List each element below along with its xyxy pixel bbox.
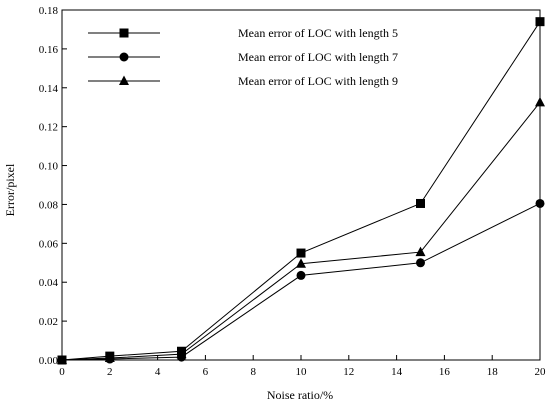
x-tick-label: 0 <box>59 366 65 378</box>
x-tick-label: 18 <box>487 366 499 378</box>
data-point-circle <box>416 258 425 268</box>
x-tick-label: 6 <box>203 366 209 378</box>
y-tick-label: 0.04 <box>39 277 59 289</box>
y-tick-label: 0.10 <box>39 161 59 173</box>
legend-marker-triangle <box>119 75 129 85</box>
legend-item: Mean error of LOC with length 9 <box>88 74 398 88</box>
y-tick-label: 0.14 <box>39 83 59 95</box>
data-point-triangle <box>57 354 67 364</box>
x-axis-label: Noise ratio/% <box>267 388 333 402</box>
x-tick-label: 10 <box>296 366 308 378</box>
series-triangle <box>57 96 545 364</box>
series-line-triangle <box>61 102 541 361</box>
legend-marker-circle <box>119 52 129 62</box>
legend-label: Mean error of LOC with length 9 <box>238 74 398 88</box>
y-tick-label: 0.18 <box>39 5 59 17</box>
x-tick-label: 2 <box>107 366 113 378</box>
series-line-circle <box>61 203 541 361</box>
legend-label: Mean error of LOC with length 5 <box>238 26 398 40</box>
x-tick-label: 20 <box>535 366 547 378</box>
data-point-square <box>535 17 545 27</box>
y-axis-label: Error/pixel <box>3 163 17 216</box>
legend-marker-square <box>119 28 129 38</box>
x-tick-label: 14 <box>391 366 403 378</box>
data-point-triangle <box>535 96 545 107</box>
y-tick-label: 0.00 <box>39 355 59 367</box>
y-tick-label: 0.02 <box>39 316 58 328</box>
series-group <box>57 17 545 365</box>
y-tick-label: 0.12 <box>39 122 58 134</box>
data-point-triangle <box>104 352 115 363</box>
data-point-square <box>296 248 306 258</box>
x-tick-label: 16 <box>439 366 451 378</box>
y-tick-label: 0.16 <box>39 44 59 56</box>
data-point-circle <box>296 270 306 280</box>
x-tick-label: 8 <box>250 366 256 378</box>
data-point-triangle <box>176 348 187 359</box>
series-line-square <box>61 21 541 361</box>
y-tick-label: 0.06 <box>39 238 59 250</box>
series-square <box>57 17 545 365</box>
series-circle <box>57 198 545 365</box>
ticks: 0 2 4 6 8 10 12 14 16 18 20 0.00 0.02 0.04 0.06 0.08 0.1… <box>39 5 546 378</box>
y-tick-label: 0.08 <box>39 199 59 211</box>
data-point-circle <box>535 198 545 208</box>
data-point-triangle <box>296 258 306 268</box>
data-point-triangle <box>415 246 426 257</box>
data-point-square <box>416 198 425 208</box>
legend: Mean error of LOC with length 5 Mean erro… <box>88 26 398 88</box>
legend-item: Mean error of LOC with length 7 <box>88 50 398 64</box>
x-tick-label: 12 <box>343 366 354 378</box>
legend-item: Mean error of LOC with length 5 <box>88 26 398 40</box>
x-tick-label: 4 <box>155 366 161 378</box>
legend-label: Mean error of LOC with length 7 <box>238 50 398 64</box>
